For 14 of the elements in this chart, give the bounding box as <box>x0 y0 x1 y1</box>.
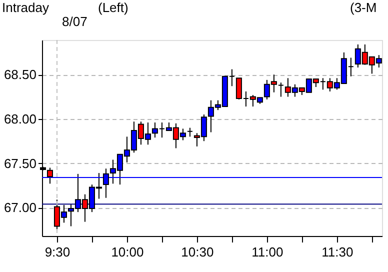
x-tick-label: 11:30 <box>322 244 354 260</box>
y-tick-label: 68.50 <box>4 67 36 82</box>
chart-title: Intraday <box>2 0 50 15</box>
x-tick-label: 9:30 <box>44 244 70 260</box>
x-tick-label: 10:30 <box>181 244 214 260</box>
y-tick-label: 67.00 <box>4 200 36 216</box>
y-tick-label: 68.00 <box>4 111 36 126</box>
text: (3-M <box>350 0 377 15</box>
candlestick <box>46 167 53 184</box>
text: (Left) <box>98 0 128 15</box>
x-tick-label: 11:00 <box>252 244 284 260</box>
x-tick-label: 10:00 <box>111 244 144 260</box>
y-tick-label: 67.50 <box>4 156 36 171</box>
chart-subtitle: 8/07 <box>62 14 88 29</box>
